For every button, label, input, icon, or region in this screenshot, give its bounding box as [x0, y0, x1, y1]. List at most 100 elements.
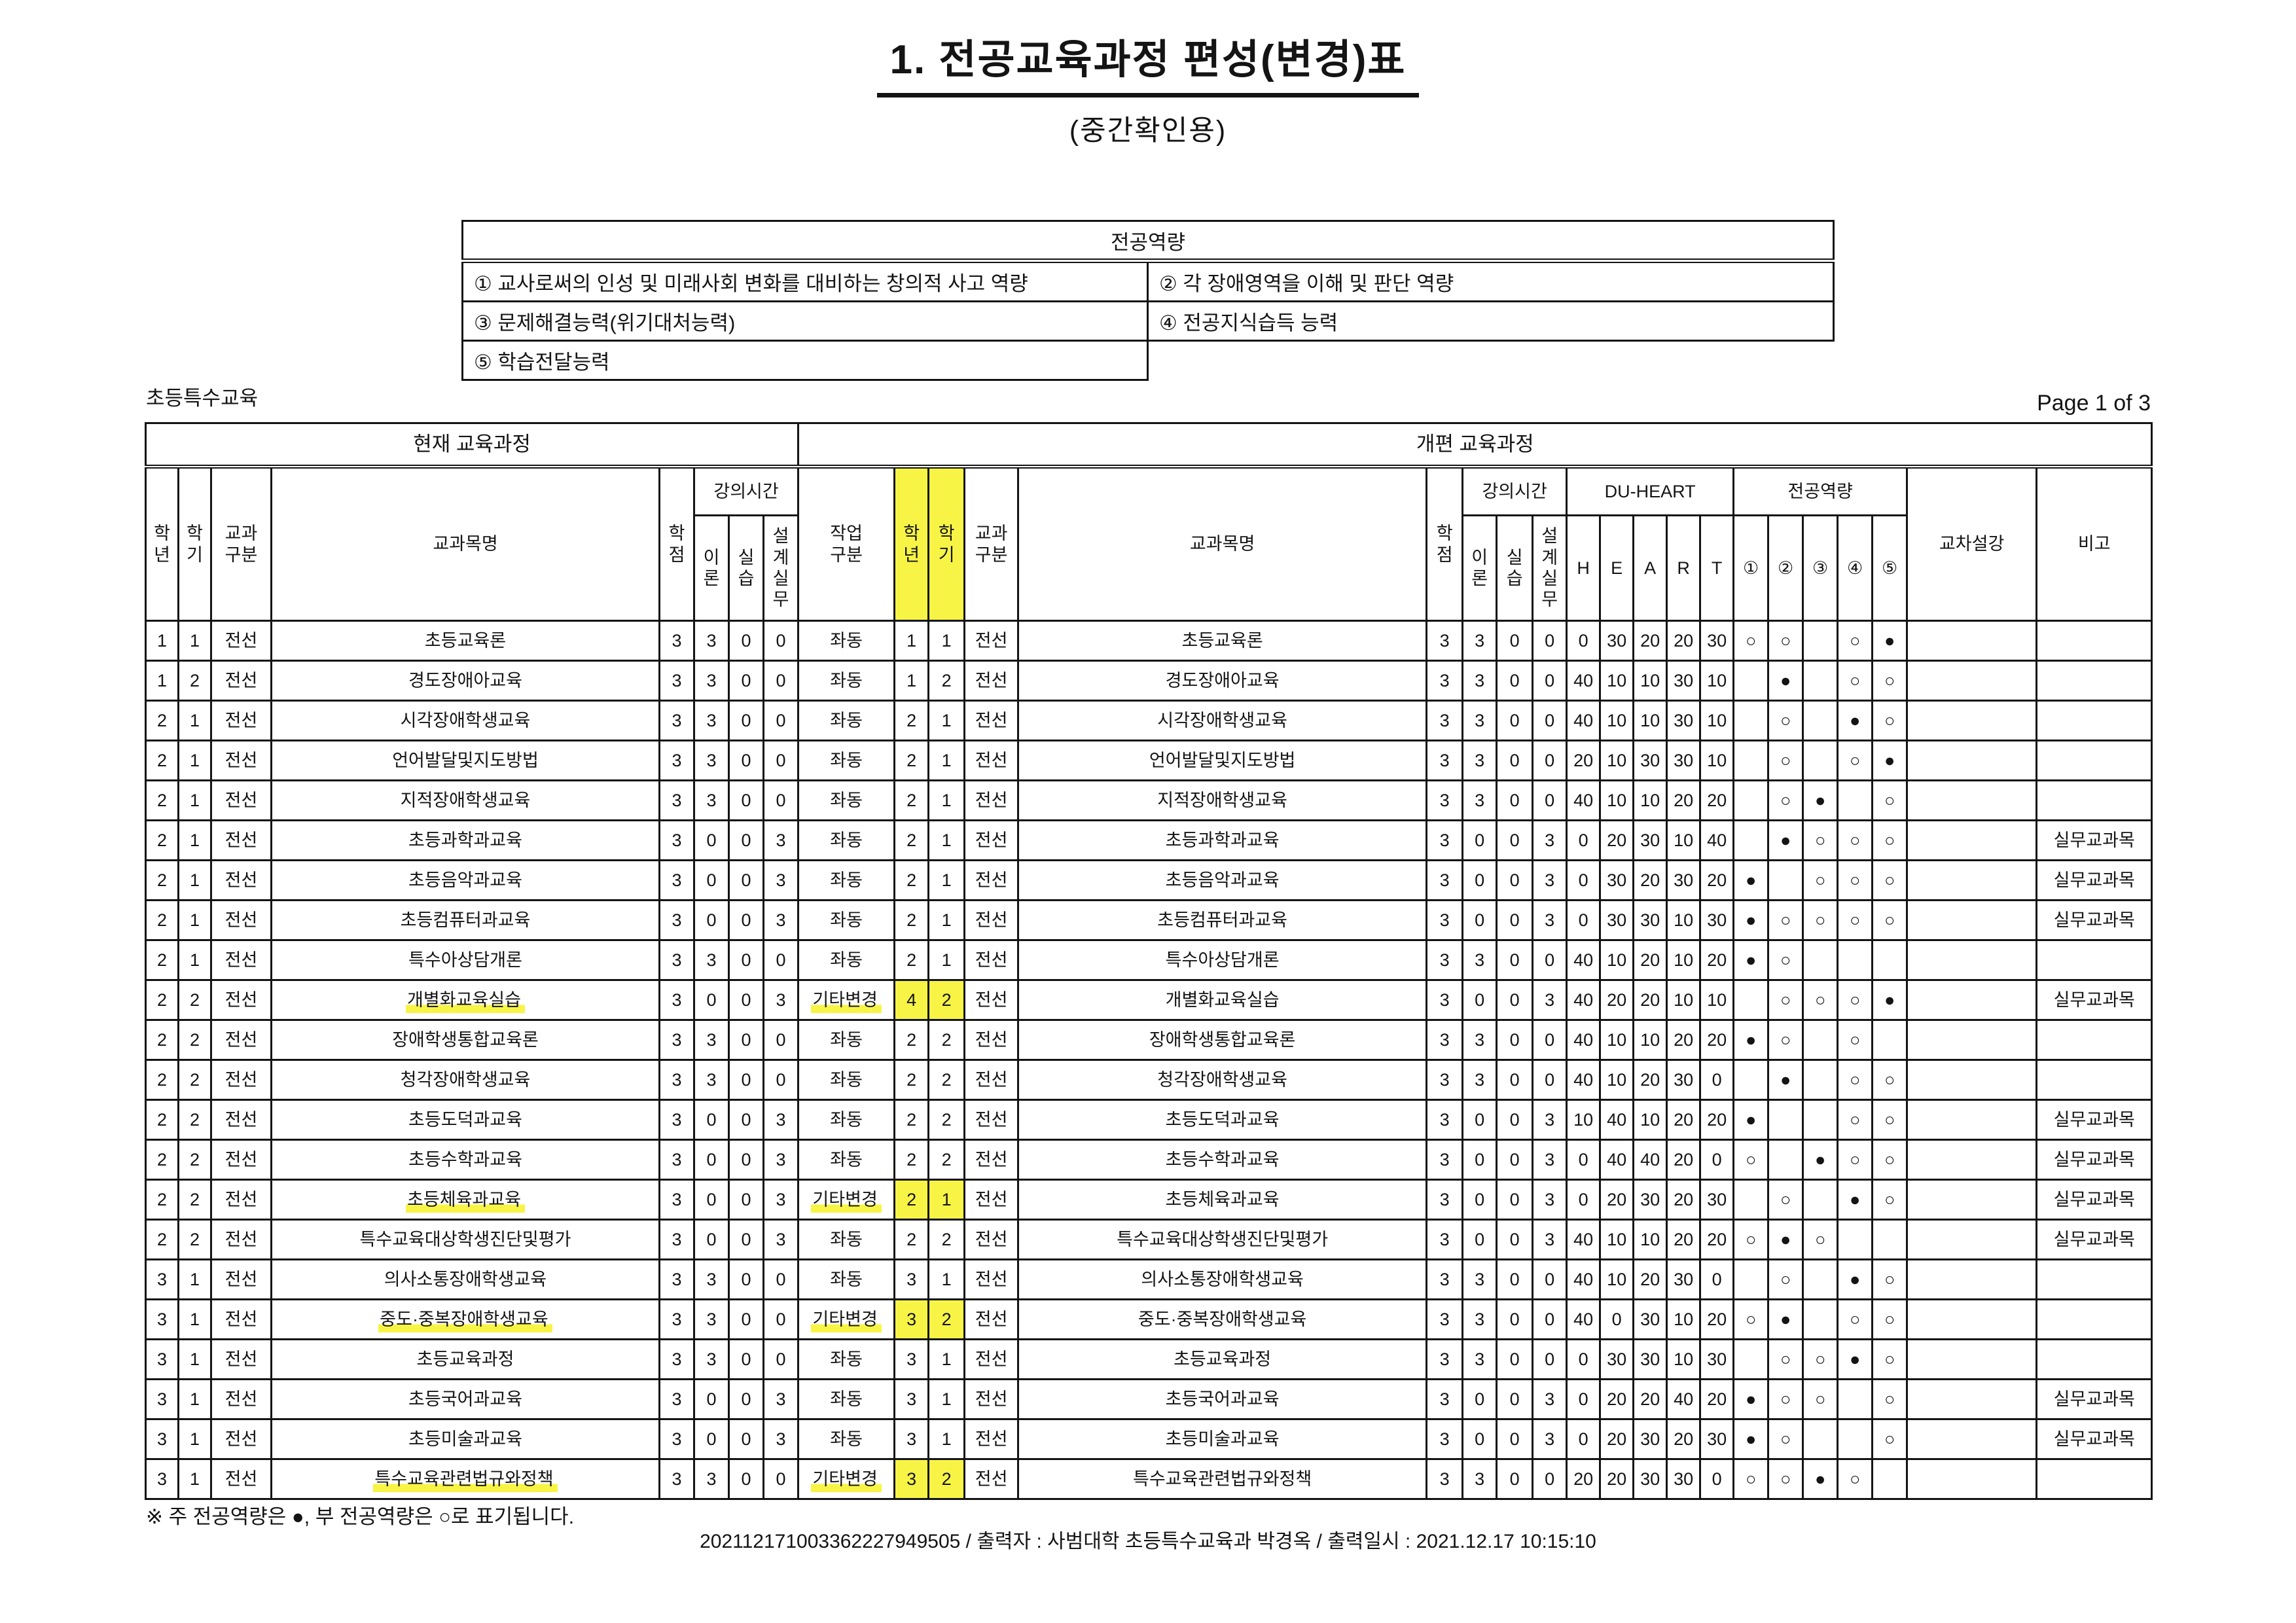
note-cell	[2036, 1059, 2153, 1101]
rev-design-cell: 0	[1532, 1019, 1568, 1061]
note-cell: 실무교과목	[2036, 1219, 2153, 1260]
competency-4-cell	[1837, 1378, 1874, 1420]
du-heart-t-cell: 20	[1699, 1219, 1735, 1260]
competency-3-cell: ○	[1802, 899, 1839, 941]
competency-4-cell	[1837, 939, 1874, 981]
cur-credits-cell: 3	[658, 1378, 695, 1420]
competency-3-cell	[1802, 620, 1839, 662]
du-heart-e-cell: 10	[1599, 1258, 1635, 1300]
cross-listing-cell	[1906, 1298, 2038, 1340]
rev-design-cell: 3	[1532, 819, 1568, 861]
du-heart-e-cell: 10	[1599, 779, 1635, 821]
cur-design-cell: 3	[762, 1418, 800, 1460]
competency-1-cell: ○	[1732, 1298, 1770, 1340]
competency-box-title: 전공역량	[461, 220, 1835, 263]
work-type-cell-highlight: 기타변경	[811, 990, 882, 1013]
competency-1-cell: ○	[1732, 1458, 1770, 1500]
rev-grade-cell: 2	[893, 1059, 930, 1101]
course-row: 2 1 전선 특수아상담개론 3 3 0 0 좌동 2 1 전선 특수아상담개론 3 3 0 0 40 10 20 10…	[145, 939, 2153, 981]
competency-1-header: ①	[1732, 514, 1770, 622]
cur-theory-cell: 0	[693, 1179, 730, 1221]
competency-item-1: ① 교사로써의 인성 및 미래사회 변화를 대비하는 창의적 사고 역량	[461, 260, 1149, 302]
cur-grade-cell: 2	[145, 819, 179, 861]
rev-grade-cell: 2	[893, 859, 930, 901]
note-cell: 실무교과목	[2036, 1139, 2153, 1181]
note-cell: 실무교과목	[2036, 819, 2153, 861]
rev-division-cell: 전선	[963, 819, 1020, 861]
rev-credits-cell: 3	[1426, 1338, 1464, 1380]
rev-grade-cell: 1	[893, 660, 930, 702]
cur-theory-cell: 3	[693, 1458, 730, 1500]
competency-3-cell	[1802, 1099, 1839, 1141]
du-heart-e-cell: 20	[1599, 819, 1635, 861]
work-type-cell: 좌동	[797, 1099, 896, 1141]
cur-design-cell: 3	[762, 899, 800, 941]
cur-course-name-cell: 초등교육론	[270, 620, 660, 662]
du-heart-e-cell: 20	[1599, 979, 1635, 1021]
rev-credits-cell: 3	[1426, 779, 1464, 821]
course-row: 3 1 전선 의사소통장애학생교육 3 3 0 0 좌동 3 1 전선 의사소통장애학생교육 3 3 0 0 40…	[145, 1258, 2153, 1300]
rev-division-cell: 전선	[963, 1179, 1020, 1221]
competency-1-cell	[1732, 779, 1770, 821]
du-heart-a-cell: 20	[1632, 859, 1668, 901]
du-heart-header: DU-HEART	[1566, 465, 1735, 516]
cur-course-name-cell: 중도·중복장애학생교육	[270, 1298, 660, 1340]
rev-design-cell: 0	[1532, 1059, 1568, 1101]
competency-1-cell: ●	[1732, 1099, 1770, 1141]
competency-3-cell	[1802, 740, 1839, 781]
rev-semester-cell: 1	[927, 819, 966, 861]
rev-practice-cell: 0	[1496, 1019, 1534, 1061]
rev-credits-cell: 3	[1426, 1099, 1464, 1141]
cur-practice-cell: 0	[728, 1179, 764, 1221]
course-row: 1 1 전선 초등교육론 3 3 0 0 좌동 1 1 전선 초등교육론 3 3 0 0 0 30 20 20 30 ○ ○ ○…	[145, 620, 2153, 662]
cur-credits-cell: 3	[658, 620, 695, 662]
rev-division-cell: 전선	[963, 660, 1020, 702]
cur-grade-cell: 1	[145, 620, 179, 662]
du-heart-t-cell: 40	[1699, 819, 1735, 861]
competency-3-cell	[1802, 1418, 1839, 1460]
work-type-cell: 좌동	[797, 939, 896, 981]
rev-semester-cell: 1	[927, 1258, 966, 1300]
work-type-cell: 좌동	[797, 899, 896, 941]
course-row: 2 2 전선 초등체육과교육 3 0 0 3 기타변경 2 1 전선 초등체육과교육 3 0 0 3 0 20 30 2…	[145, 1179, 2153, 1221]
cur-design-cell: 3	[762, 1219, 800, 1260]
rev-course-name-cell: 초등도덕과교육	[1017, 1099, 1428, 1141]
du-heart-h-cell: 10	[1566, 1099, 1602, 1141]
cur-theory-cell: 3	[693, 660, 730, 702]
rev-practice-cell: 0	[1496, 1179, 1534, 1221]
cross-listing-cell	[1906, 779, 2038, 821]
note-cell	[2036, 660, 2153, 702]
competency-1-cell: ●	[1732, 1418, 1770, 1460]
rev-division-cell: 전선	[963, 1378, 1020, 1420]
rev-design-cell: 0	[1532, 660, 1568, 702]
revised-curriculum-group-header: 개편 교육과정	[797, 422, 2153, 469]
cur-design-cell: 0	[762, 620, 800, 662]
competency-1-cell: ●	[1732, 939, 1770, 981]
cur-practice-cell: 0	[728, 1258, 764, 1300]
du-heart-r-cell: 30	[1666, 1059, 1702, 1101]
title-block: 1. 전공교육과정 편성(변경)표 (중간확인용)	[0, 26, 2296, 149]
du-heart-h-cell: 0	[1566, 1139, 1602, 1181]
rev-grade-cell: 2	[893, 819, 930, 861]
competency-4-cell: ○	[1837, 819, 1874, 861]
rev-grade-cell: 2	[893, 1139, 930, 1181]
cur-division-cell: 전선	[210, 1059, 272, 1101]
rev-division-cell: 전선	[963, 1219, 1020, 1260]
competency-5-cell: ○	[1871, 1298, 1909, 1340]
cur-semester-cell: 2	[177, 979, 212, 1021]
cur-theory-cell: 3	[693, 1298, 730, 1340]
cur-semester-cell: 1	[177, 1298, 212, 1340]
rev-design-cell: 3	[1532, 859, 1568, 901]
competency-5-cell: ○	[1871, 1418, 1909, 1460]
du-heart-r-cell: 30	[1666, 740, 1702, 781]
competency-2-cell: ○	[1767, 700, 1804, 741]
work-type-cell: 좌동	[797, 1019, 896, 1061]
competency-5-cell: ○	[1871, 1139, 1909, 1181]
competency-item-3: ③ 문제해결능력(위기대처능력)	[461, 300, 1149, 342]
competency-5-cell: ●	[1871, 620, 1909, 662]
work-type-cell: 좌동	[797, 660, 896, 702]
competency-1-cell: ●	[1732, 1019, 1770, 1061]
rev-practice-cell: 0	[1496, 1059, 1534, 1101]
competency-4-cell: ○	[1837, 979, 1874, 1021]
work-type-cell-highlight: 기타변경	[811, 1469, 882, 1492]
